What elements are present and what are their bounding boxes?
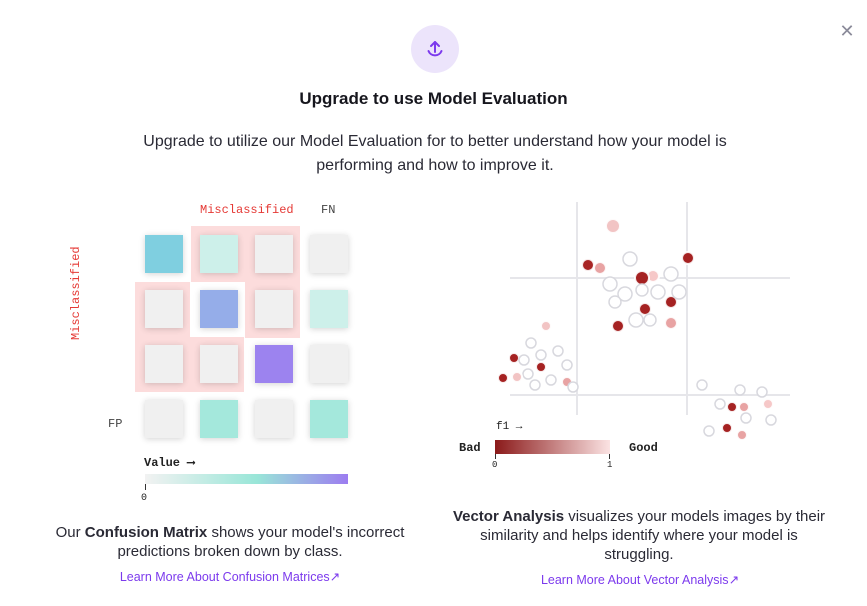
close-icon: ✕ bbox=[839, 21, 855, 41]
matrix-cell bbox=[310, 235, 348, 273]
matrix-cell bbox=[255, 290, 293, 328]
upload-icon bbox=[427, 41, 443, 57]
description-suffix: visualizes your models images by their s… bbox=[480, 508, 826, 563]
scatter-point bbox=[638, 302, 652, 316]
scatter-point bbox=[605, 218, 621, 234]
matrix-cell bbox=[255, 345, 293, 383]
matrix-cell bbox=[200, 235, 238, 273]
scale-bad-label: Bad bbox=[459, 441, 481, 455]
dialog-subtitle: Upgrade to utilize our Model Evaluation … bbox=[143, 133, 727, 174]
scatter-point bbox=[740, 412, 752, 424]
scatter-point bbox=[552, 345, 564, 357]
scatter-point bbox=[643, 313, 657, 327]
matrix-cell bbox=[200, 290, 238, 328]
scatter-point bbox=[581, 258, 595, 272]
scatter-point bbox=[511, 371, 523, 383]
scatter-point bbox=[635, 283, 649, 297]
scatter-point bbox=[714, 398, 726, 410]
scatter-point bbox=[738, 401, 750, 413]
vector-analysis-plot bbox=[497, 202, 790, 441]
link-label: Learn More About Confusion Matrices bbox=[119, 570, 330, 584]
scatter-point bbox=[650, 284, 666, 300]
scatter-point bbox=[535, 361, 547, 373]
quality-gradient-tick bbox=[609, 454, 610, 459]
scatter-point bbox=[696, 379, 708, 391]
confusion-matrix-link[interactable]: Learn More About Confusion Matrices↗ bbox=[80, 569, 380, 584]
scatter-point bbox=[762, 398, 774, 410]
description-bold: Confusion Matrix bbox=[84, 524, 208, 541]
matrix-cell bbox=[145, 400, 183, 438]
misclassified-left-label: Misclassified bbox=[69, 246, 84, 340]
vector-analysis-link[interactable]: Learn More About Vector Analysis↗ bbox=[490, 572, 790, 587]
scatter-point bbox=[765, 414, 777, 426]
link-label: Learn More About Vector Analysis bbox=[540, 573, 729, 587]
fn-label: FN bbox=[321, 203, 336, 217]
scatter-point bbox=[622, 251, 638, 267]
matrix-cell bbox=[310, 345, 348, 383]
scatter-point bbox=[545, 374, 557, 386]
matrix-cell bbox=[255, 400, 293, 438]
confusion-matrix-description: Our Confusion Matrix shows your model's … bbox=[55, 523, 405, 561]
scatter-point bbox=[681, 251, 695, 265]
scatter-point bbox=[628, 312, 644, 328]
scatter-point bbox=[608, 295, 622, 309]
scatter-point bbox=[611, 319, 625, 333]
arrow-up-right-icon: ↗ bbox=[329, 570, 341, 584]
description-bold: Vector Analysis bbox=[452, 508, 565, 525]
confusion-matrix-illustration: Misclassified FN Misclassified FP Value … bbox=[0, 0, 430, 520]
upgrade-badge bbox=[411, 25, 459, 73]
value-axis-label: Value ⟶ bbox=[144, 456, 195, 470]
scatter-point bbox=[617, 286, 633, 302]
scatter-point bbox=[602, 276, 618, 292]
scale-max-label: 1 bbox=[607, 460, 613, 470]
vector-analysis-description: Vector Analysis visualizes your models i… bbox=[450, 507, 828, 564]
feature-axis-label: f1 → bbox=[496, 421, 523, 433]
scatter-point bbox=[703, 425, 715, 437]
scatter-point bbox=[734, 384, 746, 396]
scatter-point bbox=[726, 401, 738, 413]
scatter-point bbox=[663, 266, 679, 282]
value-gradient-bar bbox=[145, 474, 348, 484]
scatter-point bbox=[525, 337, 537, 349]
description-suffix: shows your model's incorrect predictions… bbox=[117, 524, 405, 560]
arrow-up-right-icon: ↗ bbox=[728, 573, 740, 587]
matrix-cell bbox=[310, 290, 348, 328]
scatter-point bbox=[664, 295, 678, 309]
matrix-cell bbox=[200, 400, 238, 438]
scatter-point bbox=[721, 422, 733, 434]
scatter-point bbox=[522, 368, 534, 380]
quality-gradient-tick bbox=[495, 454, 496, 459]
matrix-cell bbox=[145, 235, 183, 273]
fp-label: FP bbox=[108, 417, 123, 431]
scatter-point bbox=[540, 320, 552, 332]
matrix-cell bbox=[255, 235, 293, 273]
scatter-point bbox=[671, 284, 687, 300]
description-prefix: Our bbox=[55, 524, 85, 541]
scatter-point bbox=[535, 349, 547, 361]
matrix-cell bbox=[145, 290, 183, 328]
scatter-point bbox=[736, 429, 748, 441]
misclassified-top-label: Misclassified bbox=[200, 203, 294, 217]
scatter-point bbox=[561, 359, 573, 371]
scatter-point bbox=[756, 386, 768, 398]
close-button[interactable]: ✕ bbox=[838, 22, 856, 40]
scatter-point bbox=[508, 352, 520, 364]
matrix-cell bbox=[310, 400, 348, 438]
matrix-cell bbox=[200, 345, 238, 383]
dialog-title: Upgrade to use Model Evaluation bbox=[299, 89, 568, 108]
value-gradient-tick-label: 0 bbox=[141, 493, 148, 504]
scatter-point bbox=[593, 261, 607, 275]
scale-min-label: 0 bbox=[492, 460, 498, 470]
scale-good-label: Good bbox=[629, 441, 658, 455]
scatter-point bbox=[497, 372, 509, 384]
scatter-point bbox=[567, 381, 579, 393]
scatter-point bbox=[634, 270, 650, 286]
scatter-point bbox=[664, 316, 678, 330]
scatter-point bbox=[518, 354, 530, 366]
value-gradient-tick bbox=[145, 484, 146, 490]
quality-gradient-bar bbox=[495, 440, 610, 454]
scatter-point bbox=[529, 379, 541, 391]
matrix-cell bbox=[145, 345, 183, 383]
